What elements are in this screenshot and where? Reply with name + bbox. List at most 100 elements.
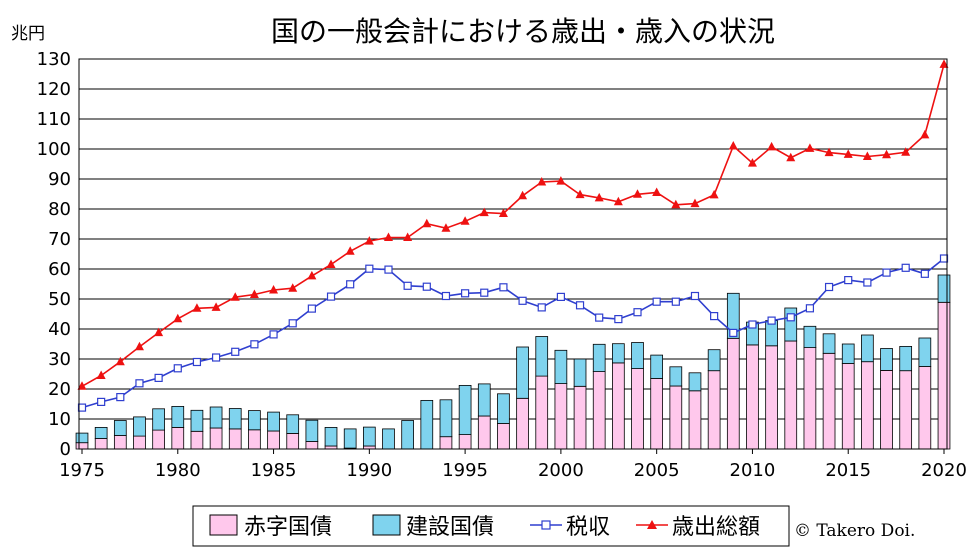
point-zeishu [690, 291, 700, 301]
bar-kensetsu [726, 292, 740, 339]
point-zeishu [710, 312, 719, 321]
bar-kensetsu [918, 337, 932, 367]
point-saishutsu [824, 147, 834, 157]
bar-akaji [784, 340, 798, 450]
point-saishutsu [173, 313, 183, 323]
bar-kensetsu [707, 349, 721, 372]
point-zeishu [307, 304, 316, 313]
point-saishutsu [920, 129, 930, 139]
point-saishutsu [460, 216, 470, 225]
point-saishutsu [96, 370, 106, 379]
point-saishutsu [249, 289, 259, 298]
point-zeishu [326, 292, 336, 301]
line-saishutsu [81, 64, 945, 387]
point-saishutsu [633, 189, 643, 198]
point-saishutsu [767, 141, 777, 151]
point-zeishu [461, 289, 470, 298]
bar-kensetsu [209, 406, 223, 429]
point-zeishu [173, 364, 182, 373]
legend-marker-saishutsu [647, 520, 657, 529]
bar-akaji [190, 430, 204, 450]
bar-akaji [841, 363, 855, 450]
point-zeishu [77, 403, 87, 412]
legend-label-kensetsu: 建設国債 [406, 515, 494, 540]
point-zeishu [844, 276, 853, 285]
credit-text: © Takero Doi. [794, 521, 915, 541]
legend-marker-zeishu [541, 520, 551, 530]
point-saishutsu [613, 196, 623, 206]
point-zeishu [575, 301, 585, 310]
point-zeishu [901, 263, 910, 272]
bar-akaji [133, 435, 146, 450]
bar-kensetsu [113, 420, 127, 436]
point-saishutsu [690, 198, 700, 208]
bar-kensetsu [94, 426, 108, 439]
y-tick-label: 70 [48, 229, 71, 250]
bar-kensetsu [937, 274, 951, 303]
plot-frame [78, 58, 948, 450]
point-saishutsu [383, 232, 393, 241]
point-zeishu [135, 379, 144, 388]
y-tick-label: 60 [48, 259, 71, 280]
point-saishutsu [575, 189, 585, 199]
point-zeishu [384, 265, 393, 274]
bars [75, 274, 951, 450]
y-tick-label: 90 [48, 169, 71, 190]
bar-akaji [554, 383, 568, 450]
legend-label-saishutsu: 歳出総額 [672, 515, 760, 540]
point-saishutsu [652, 187, 662, 196]
bar-kensetsu [688, 372, 702, 392]
point-zeishu [614, 315, 623, 324]
bar-kensetsu [612, 343, 625, 364]
point-saishutsu [498, 208, 508, 217]
x-tick-label: 2005 [634, 460, 680, 481]
bar-akaji [439, 436, 453, 450]
point-saishutsu [728, 141, 738, 150]
bar-kensetsu [573, 358, 587, 387]
y-tick-label: 50 [48, 289, 71, 310]
bar-akaji [650, 378, 664, 450]
legend-label-zeishu: 税収 [566, 515, 610, 540]
point-saishutsu [786, 152, 796, 162]
point-zeishu [116, 393, 125, 402]
x-tick-label: 1995 [442, 460, 488, 481]
point-zeishu [154, 373, 163, 382]
bar-akaji [899, 370, 913, 450]
point-zeishu [288, 319, 297, 328]
bar-akaji [267, 430, 280, 450]
bar-kensetsu [899, 345, 913, 372]
bar-akaji [861, 361, 874, 450]
point-zeishu [671, 297, 680, 306]
bar-kensetsu [439, 399, 453, 438]
point-zeishu [211, 353, 221, 362]
bar-akaji [937, 301, 951, 450]
bar-kensetsu [535, 336, 549, 377]
x-tick-label: 2000 [538, 460, 584, 481]
point-saishutsu [326, 259, 336, 268]
bar-kensetsu [382, 428, 395, 450]
x-tick-label: 1975 [59, 460, 105, 481]
point-zeishu [767, 316, 776, 325]
bar-kensetsu [592, 343, 606, 372]
point-saishutsu [422, 218, 432, 228]
point-saishutsu [403, 232, 413, 241]
x-tick-label: 2015 [825, 460, 871, 481]
point-zeishu [729, 328, 738, 337]
bar-kensetsu [305, 419, 319, 442]
point-zeishu [480, 288, 489, 297]
bar-kensetsu [228, 408, 242, 430]
bar-akaji [458, 434, 472, 450]
point-saishutsu [537, 177, 547, 186]
bar-akaji [152, 429, 165, 450]
point-zeishu [556, 292, 565, 301]
point-saishutsu [134, 341, 144, 351]
point-saishutsu [882, 149, 892, 159]
point-saishutsu [518, 190, 528, 200]
y-tick-label: 80 [48, 199, 71, 220]
point-zeishu [882, 268, 891, 277]
bar-akaji [516, 397, 529, 450]
point-saishutsu [211, 302, 221, 311]
bar-akaji [765, 345, 778, 450]
bar-akaji [631, 368, 644, 450]
y-tick-label: 10 [48, 409, 71, 430]
